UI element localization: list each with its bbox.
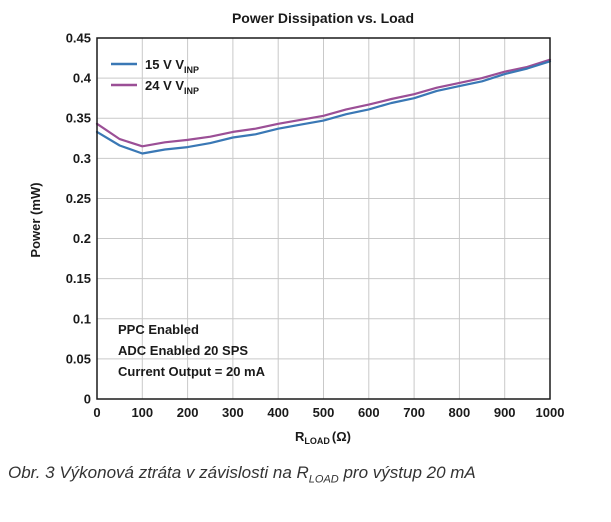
y-tick-label: 0.45 xyxy=(66,31,91,46)
plot-frame xyxy=(96,37,551,400)
grid xyxy=(97,38,550,399)
x-axis-label: RLOAD (Ω) xyxy=(295,429,351,446)
figure-caption: Obr. 3 Výkonová ztráta v závislosti na R… xyxy=(8,463,608,485)
y-tick-label: 0.25 xyxy=(66,191,91,206)
caption-sub: LOAD xyxy=(308,473,339,486)
y-tick-label: 0.3 xyxy=(73,151,91,166)
x-tick-labels: 0 100 200 300 400 500 600 700 800 900 1000 xyxy=(93,405,564,420)
legend: 15 V VINP 24 V VINP xyxy=(111,57,199,96)
legend-label-24v-main: 24 V V xyxy=(145,78,184,93)
x-axis-label-sub: LOAD xyxy=(304,436,330,446)
y-tick-label: 0.1 xyxy=(73,311,91,326)
y-tick-label: 0.2 xyxy=(73,231,91,246)
x-tick-label: 900 xyxy=(494,405,516,420)
note-current-output: Current Output = 20 mA xyxy=(118,364,266,379)
y-tick-label: 0.35 xyxy=(66,111,91,126)
legend-label-24v: 24 V VINP xyxy=(145,78,199,96)
note-adc: ADC Enabled 20 SPS xyxy=(118,343,248,358)
x-tick-label: 1000 xyxy=(536,405,565,420)
x-tick-label: 600 xyxy=(358,405,380,420)
x-tick-label: 400 xyxy=(267,405,289,420)
x-axis-label-unit: (Ω) xyxy=(332,429,351,444)
y-tick-label: 0.05 xyxy=(66,351,91,366)
legend-label-24v-sub: INP xyxy=(184,86,199,96)
note-ppc: PPC Enabled xyxy=(118,322,199,337)
legend-label-15v-sub: INP xyxy=(184,65,199,75)
caption-suffix: pro výstup 20 mA xyxy=(338,463,476,482)
power-dissipation-chart: 0 0.05 0.1 0.15 0.2 0.25 0.3 0.35 0.4 0.45 0 100 20… xyxy=(28,10,564,446)
y-tick-label: 0.15 xyxy=(66,271,91,286)
series-line-15v xyxy=(95,60,552,155)
legend-label-15v-main: 15 V V xyxy=(145,57,184,72)
x-tick-label: 100 xyxy=(131,405,153,420)
x-tick-label: 0 xyxy=(93,405,100,420)
y-tick-labels: 0 0.05 0.1 0.15 0.2 0.25 0.3 0.35 0.4 0.45 xyxy=(66,31,92,407)
x-tick-label: 700 xyxy=(403,405,425,420)
x-tick-label: 200 xyxy=(177,405,199,420)
chart-title: Power Dissipation vs. Load xyxy=(232,10,414,26)
x-tick-label: 500 xyxy=(313,405,335,420)
y-tick-label: 0 xyxy=(84,392,91,407)
y-tick-label: 0.4 xyxy=(73,71,92,86)
caption-prefix: Obr. 3 Výkonová ztráta v závislosti na R xyxy=(8,463,309,482)
series-line-24v xyxy=(95,58,552,148)
legend-label-15v: 15 V VINP xyxy=(145,57,199,75)
x-tick-label: 300 xyxy=(222,405,244,420)
series-layer xyxy=(95,58,552,155)
x-tick-label: 800 xyxy=(449,405,471,420)
conditions-note: PPC Enabled ADC Enabled 20 SPS Current O… xyxy=(118,322,266,379)
x-axis-label-main: R xyxy=(295,429,305,444)
y-axis-label: Power (mW) xyxy=(28,182,43,257)
